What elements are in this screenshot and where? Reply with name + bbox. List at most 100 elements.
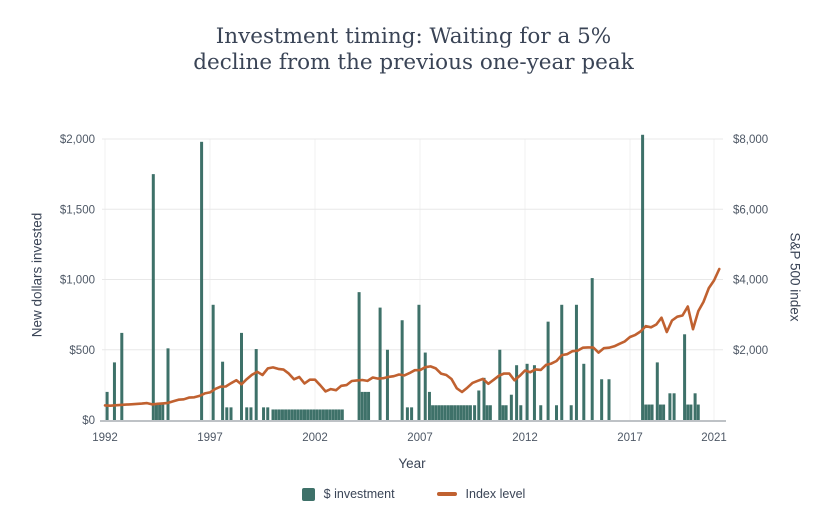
investment-bar: [296, 409, 300, 420]
x-axis-title: Year: [398, 456, 426, 471]
investment-bar: [271, 409, 275, 420]
investment-bar: [200, 141, 204, 420]
investment-bar: [459, 405, 463, 420]
chart-title: Investment timing: Waiting for a 5% decl…: [0, 24, 827, 76]
investment-bar: [555, 405, 558, 420]
investment-bar: [249, 407, 253, 420]
investment-bar: [519, 405, 523, 420]
investment-bar: [440, 405, 444, 420]
investment-bar: [465, 405, 469, 420]
legend-item-index: Index level: [436, 487, 525, 501]
investment-bar: [498, 349, 502, 420]
investment-bar: [641, 134, 645, 420]
right-axis-tick-label: $8,000: [733, 134, 768, 146]
investment-bar: [482, 377, 486, 420]
investment-bar: [334, 409, 338, 420]
investment-bar: [277, 409, 281, 420]
investment-bar: [274, 409, 278, 420]
investment-bar: [650, 404, 654, 420]
x-axis-tick-label: 2012: [512, 432, 538, 444]
investment-bar: [434, 405, 438, 420]
investment-bar: [446, 405, 450, 420]
investment-bar: [221, 361, 225, 420]
investment-bar: [405, 407, 409, 420]
investment-bar: [696, 404, 700, 420]
investment-bar: [254, 349, 258, 420]
investment-bar: [378, 307, 382, 420]
legend: $ investment Index level: [0, 487, 827, 501]
investment-bar: [462, 405, 466, 420]
investment-bar: [120, 332, 124, 420]
investment-bar: [437, 405, 441, 420]
investment-bar: [340, 409, 344, 420]
investment-bar: [560, 304, 564, 420]
investment-bar: [328, 409, 332, 420]
investment-bar: [337, 409, 341, 420]
investment-bar: [546, 321, 550, 420]
investment-bar: [385, 349, 389, 420]
investment-bar: [303, 409, 306, 420]
investment-bar: [280, 409, 284, 420]
investment-bar: [662, 404, 666, 420]
investment-bar: [158, 404, 162, 420]
index-line: [103, 267, 721, 408]
investment-bar: [658, 404, 662, 420]
investment-bar: [306, 409, 310, 420]
investment-bar: [574, 304, 578, 420]
investment-bar: [655, 362, 659, 420]
investment-bar: [299, 409, 303, 420]
investment-bar: [161, 404, 165, 420]
investment-bar: [525, 363, 529, 420]
x-axis-tick-label: 2002: [302, 432, 328, 444]
investment-bar: [644, 404, 648, 420]
investment-bar: [683, 334, 687, 420]
investment-bar: [423, 352, 427, 420]
investment-bar: [539, 405, 543, 420]
investment-bar: [532, 365, 536, 420]
left-axis-tick-label: $1,000: [60, 275, 95, 287]
investment-bar: [473, 405, 477, 420]
investment-bar: [456, 405, 460, 420]
investment-bar: [112, 362, 116, 420]
investment-bar: [443, 405, 447, 420]
x-axis-tick-label: 2017: [617, 432, 643, 444]
investment-bar: [689, 404, 693, 420]
investment-bar: [262, 407, 266, 420]
investment-bar: [427, 391, 431, 420]
investment-bar: [287, 409, 291, 420]
legend-item-investment: $ investment: [301, 487, 395, 501]
investment-bar: [363, 391, 367, 420]
investment-bar: [325, 409, 329, 420]
investment-swatch-icon: [301, 487, 315, 501]
investment-bar: [318, 409, 322, 420]
investment-bar: [668, 393, 672, 420]
right-axis-tick-label: $4,000: [733, 275, 768, 287]
investment-bar: [266, 407, 270, 420]
investment-bar: [410, 407, 414, 420]
investment-bar: [647, 404, 651, 420]
left-axis-tick-label: $2,000: [60, 134, 95, 146]
investment-bar: [211, 304, 215, 420]
investment-bar: [284, 409, 288, 420]
x-axis-tick-label: 1992: [92, 432, 118, 444]
investment-bar: [515, 365, 519, 420]
left-axis-tick-label: $1,500: [60, 204, 95, 216]
investment-bar: [225, 407, 229, 420]
investment-bar: [357, 292, 361, 420]
investment-bar: [315, 409, 319, 420]
investment-bar: [312, 409, 316, 420]
investment-bar: [321, 409, 325, 420]
investment-bar: [504, 405, 508, 420]
investment-bar: [600, 379, 604, 420]
investment-bar: [417, 304, 421, 420]
legend-investment-label: $ investment: [323, 487, 395, 501]
right-axis-tick-label: $2,000: [733, 345, 768, 357]
left-axis-tick-label: $0: [82, 415, 95, 427]
investment-bar: [582, 363, 586, 420]
investment-bar: [501, 405, 505, 420]
investment-bar: [488, 405, 492, 420]
chart-title-line2: decline from the previous one-year peak: [193, 50, 634, 76]
investment-bar: [290, 409, 294, 420]
